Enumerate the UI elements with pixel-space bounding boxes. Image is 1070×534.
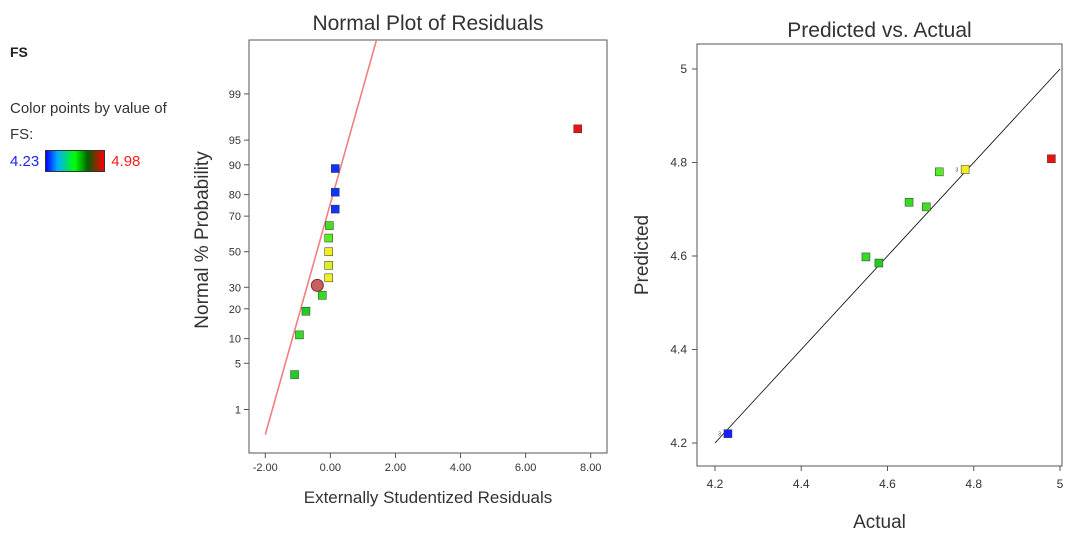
normal-plot-point xyxy=(325,221,334,230)
normal-plot-y-tick-label: 50 xyxy=(229,247,241,259)
pva-plot-x-tick-label: 4.2 xyxy=(707,477,724,491)
normal-plot-point xyxy=(573,124,582,134)
pva-plot-y-tick-label: 4.2 xyxy=(670,436,687,450)
normal-plot-point xyxy=(324,233,333,243)
normal-plot-x-tick-label: -2.00 xyxy=(253,462,278,474)
pva-plot-y-tick-label: 4.6 xyxy=(670,249,687,263)
pva-plot-x-axis-label: Actual xyxy=(853,512,906,533)
normal-plot-x-tick-label: 8.00 xyxy=(580,462,601,474)
color-legend: FS Color points by value of FS: 4.23 4.9… xyxy=(10,44,185,172)
legend-max-label: 4.98 xyxy=(111,152,141,170)
normal-plot-y-tick-label: 1 xyxy=(235,404,241,416)
pva-plot-point xyxy=(723,429,733,438)
normal-plot-point xyxy=(317,291,327,300)
pva-plot-point-label: 3 xyxy=(718,432,721,438)
pva-plot-point xyxy=(960,165,970,174)
pva-plot-x-tick-label: 5 xyxy=(1057,477,1064,491)
normal-plot-point xyxy=(324,247,333,256)
pva-plot-point xyxy=(1047,154,1056,164)
normal-plot-point xyxy=(301,307,311,316)
normal-plot-y-tick-label: 80 xyxy=(229,190,241,202)
normal-plot-point xyxy=(330,187,340,197)
normal-plot-x-tick-label: 6.00 xyxy=(515,462,536,474)
normal-plot-y-tick-label: 20 xyxy=(229,304,241,316)
legend-title: FS xyxy=(10,44,28,60)
pva-plot-point xyxy=(874,258,884,268)
normal-plot-point xyxy=(330,204,340,214)
legend-scale: 4.23 4.98 xyxy=(10,150,185,172)
normal-plot-x-tick-label: 4.00 xyxy=(450,462,471,474)
normal-plot-y-tick-label: 99 xyxy=(229,89,241,101)
pva-plot-y-tick-label: 5 xyxy=(680,62,687,76)
pva-plot-y-tick-label: 4.4 xyxy=(670,343,687,357)
pva-plot-frame xyxy=(696,43,1063,467)
pva-plot-point xyxy=(861,252,871,262)
normal-plot-x-tick-label: 0.00 xyxy=(320,462,341,474)
pva-plot-point xyxy=(904,197,914,207)
pva-plot-x-tick-label: 4.4 xyxy=(793,477,810,491)
normal-plot-point xyxy=(330,164,340,173)
normal-plot-y-tick-label: 5 xyxy=(235,358,241,370)
normal-plot-reference-line xyxy=(264,40,378,435)
normal-plot-y-tick-label: 70 xyxy=(229,211,241,223)
normal-plot-y-tick-label: 95 xyxy=(229,135,241,147)
normal-plot-x-axis-label: Externally Studentized Residuals xyxy=(304,488,553,507)
pva-plot-y-tick-label: 4.8 xyxy=(670,156,687,170)
pva-plot-point-label: 3 xyxy=(955,168,958,174)
pva-plot-y-axis-label: Predicted xyxy=(632,215,653,295)
normal-plot-y-tick-label: 10 xyxy=(229,334,241,346)
pva-plot-title: Predicted vs. Actual xyxy=(787,19,971,42)
normal-plot-y-axis-label: Normal % Probability xyxy=(192,151,213,329)
pva-plot-x-tick-label: 4.8 xyxy=(965,477,982,491)
legend-min-label: 4.23 xyxy=(10,152,40,170)
normal-plot-point xyxy=(324,261,333,270)
normal-plot-point xyxy=(290,370,299,379)
normal-plot-y-tick-label: 30 xyxy=(229,282,241,294)
normal-plot-point xyxy=(324,273,333,283)
normal-plot-point xyxy=(295,330,304,340)
normal-plot-frame xyxy=(248,39,608,454)
pva-plot-x-tick-label: 4.6 xyxy=(879,477,896,491)
legend-gradient-bar xyxy=(45,150,106,172)
normal-plot-y-tick-label: 90 xyxy=(229,160,241,172)
normal-plot-highlight-point xyxy=(310,278,324,292)
pva-plot-point xyxy=(922,202,931,212)
pva-plot-point xyxy=(935,167,944,177)
normal-plot-title: Normal Plot of Residuals xyxy=(312,12,543,35)
normal-plot-x-tick-label: 2.00 xyxy=(385,462,406,474)
pva-plot-reference-line xyxy=(714,68,1061,444)
legend-caption: Color points by value of FS: xyxy=(10,100,167,143)
